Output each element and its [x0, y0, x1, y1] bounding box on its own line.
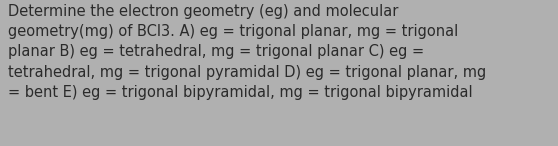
Text: Determine the electron geometry (eg) and molecular
geometry(mg) of BCl3. A) eg =: Determine the electron geometry (eg) and… [8, 4, 487, 100]
